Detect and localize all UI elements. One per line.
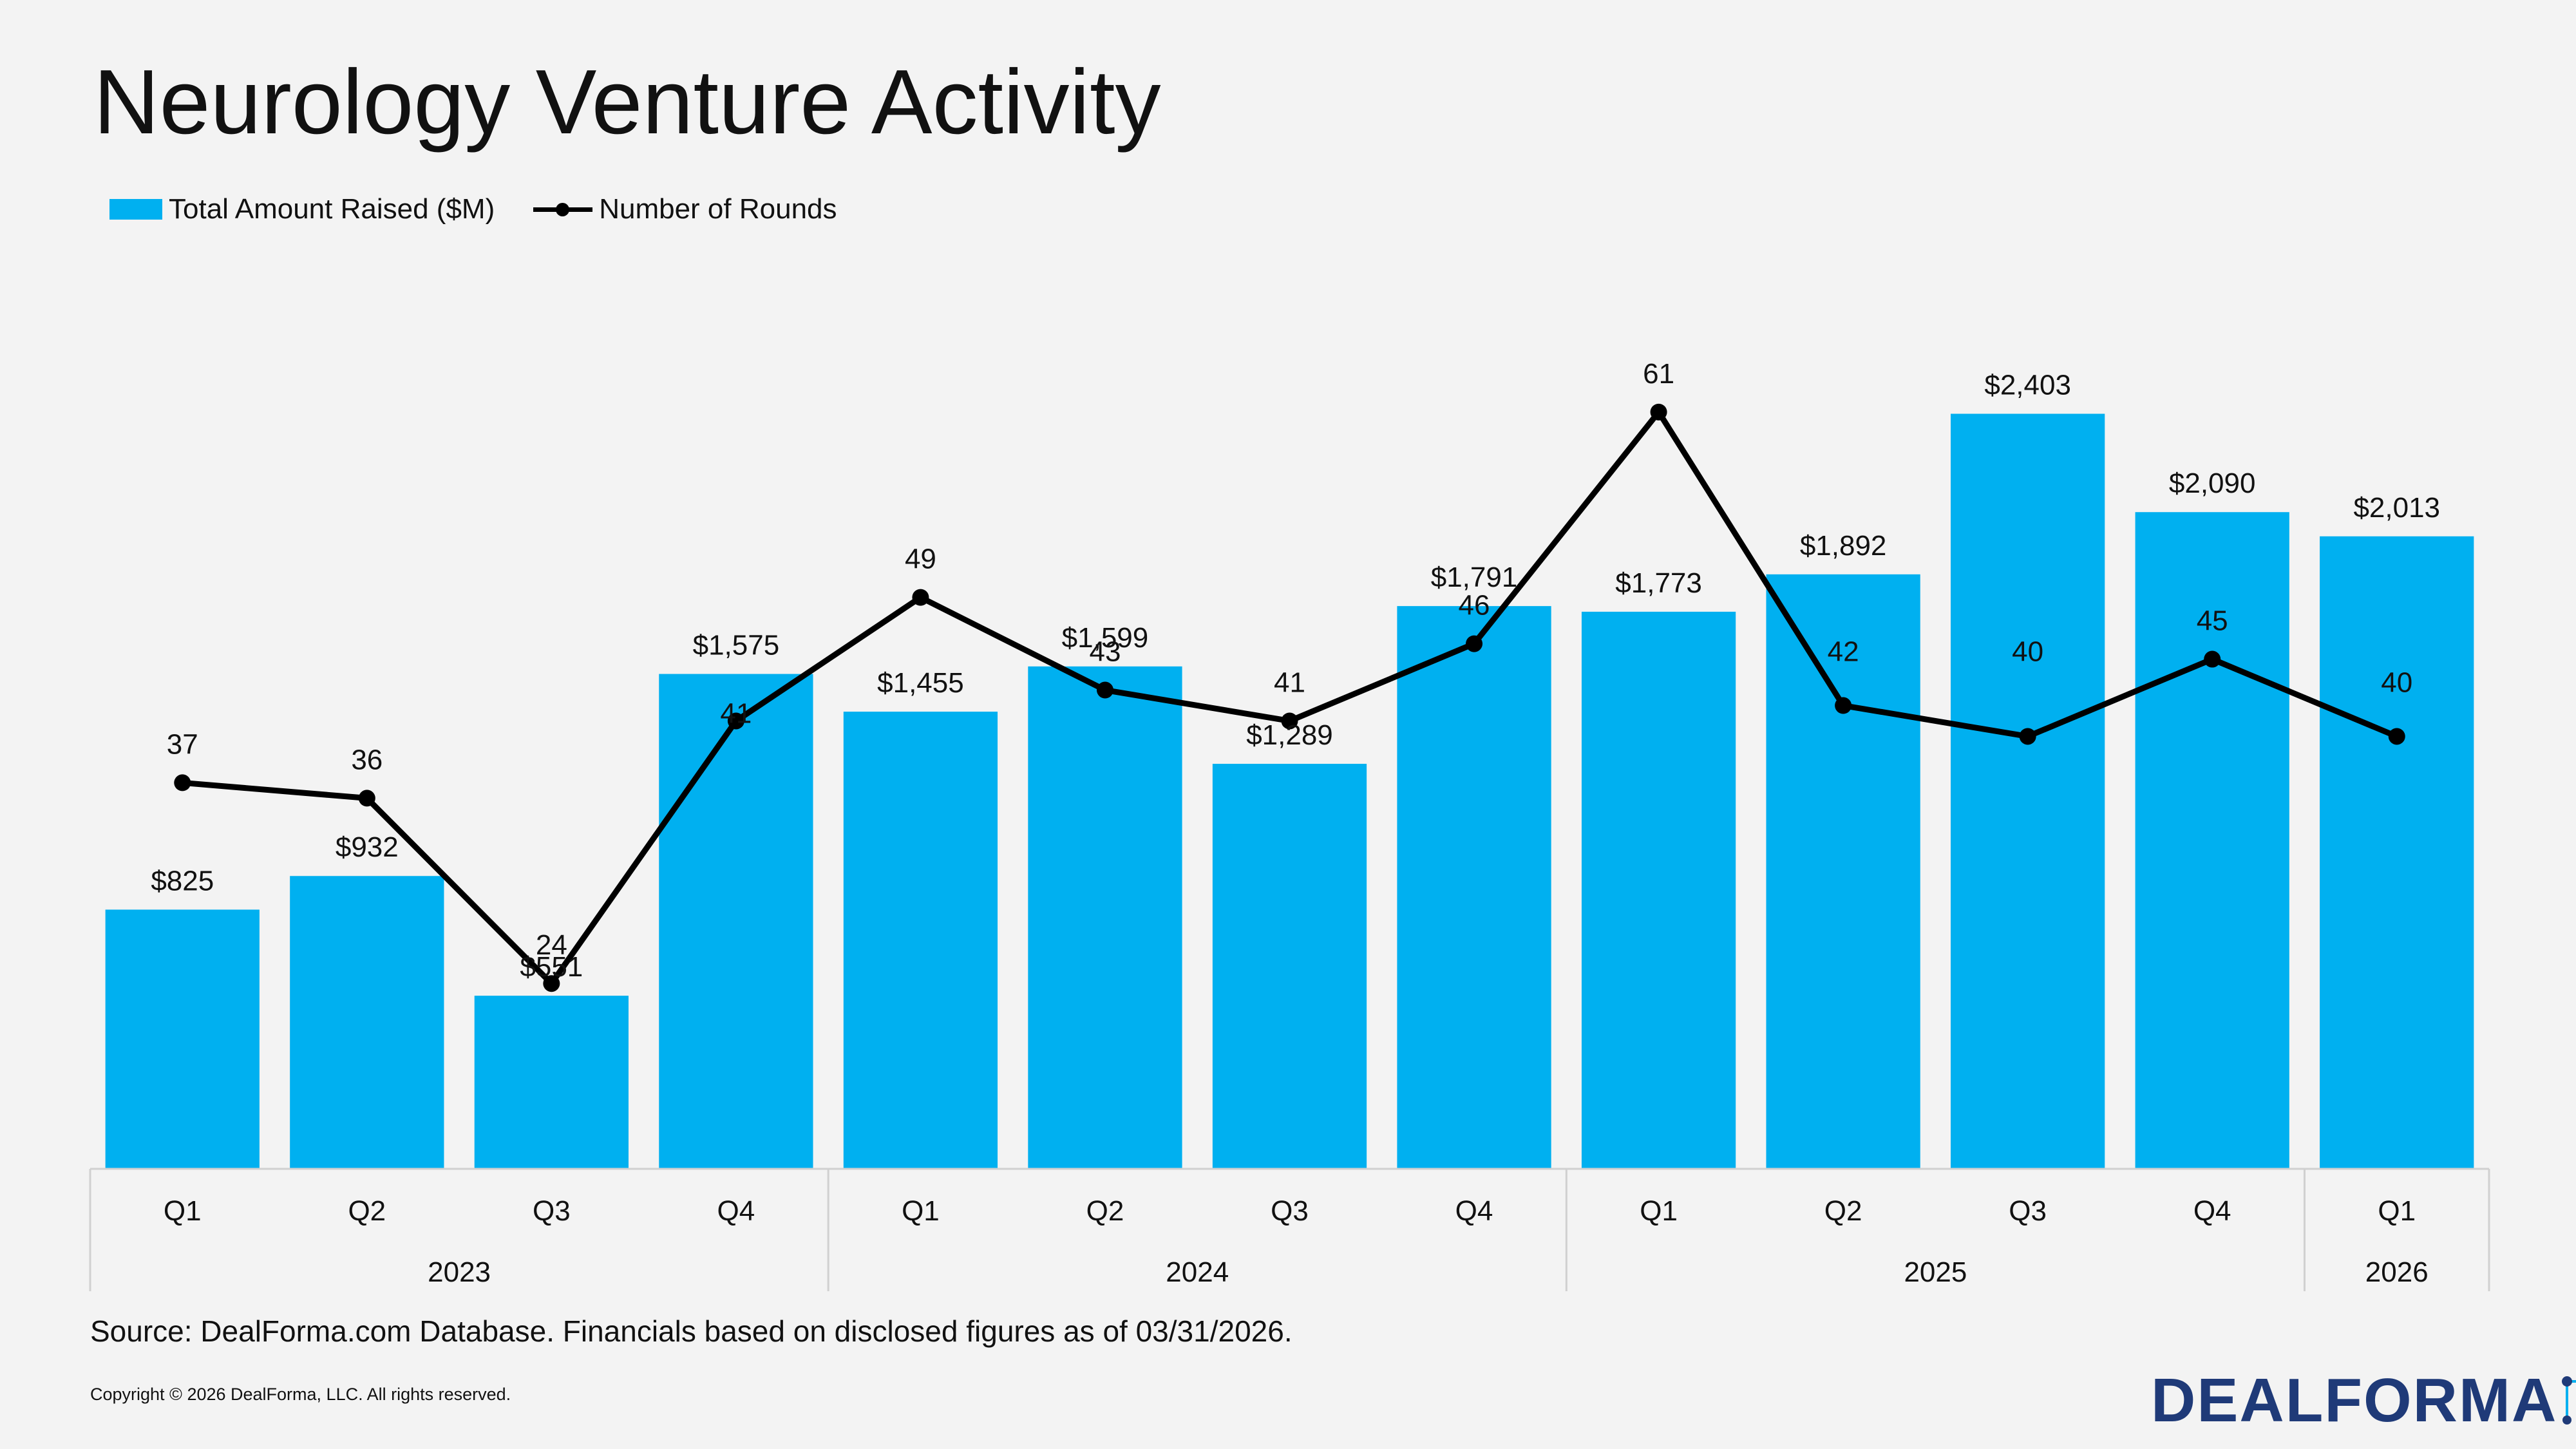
x-tick-label-1: Q2	[348, 1195, 386, 1227]
legend-line-marker	[533, 202, 593, 216]
bar-value-label-0: $825	[151, 865, 214, 896]
bar-value-label-1: $932	[336, 831, 399, 863]
source-note: Source: DealForma.com Database. Financia…	[90, 1314, 1293, 1348]
bar-value-label-4: $1,455	[877, 667, 964, 699]
bar-1	[290, 876, 444, 1169]
rounds-value-label-5: 43	[1089, 636, 1121, 668]
bar-value-label-11: $2,090	[2169, 468, 2256, 499]
dealforma-logo: DEALFORMA	[2151, 1365, 2576, 1436]
rounds-point-11	[2204, 650, 2221, 668]
bar-6	[1212, 764, 1367, 1169]
year-label-2023: 2023	[428, 1256, 491, 1288]
rounds-point-2	[543, 975, 560, 992]
bar-0	[105, 909, 260, 1169]
bar-value-label-9: $1,892	[1800, 530, 1887, 562]
bar-7	[1397, 606, 1551, 1169]
rounds-value-label-11: 45	[2197, 605, 2228, 637]
bar-value-label-7: $1,791	[1431, 562, 1518, 593]
logo-text: DEALFORMA	[2151, 1366, 2558, 1435]
x-tick-label-8: Q1	[1640, 1195, 1678, 1227]
year-label-2024: 2024	[1166, 1256, 1229, 1288]
rounds-value-label-9: 42	[1828, 636, 1859, 668]
bar-value-label-10: $2,403	[1984, 370, 2071, 401]
x-tick-label-2: Q3	[533, 1195, 571, 1227]
bar-value-label-2: $551	[520, 951, 583, 983]
legend-bar-swatch	[109, 199, 162, 220]
legend-line-label: Number of Rounds	[599, 193, 837, 225]
rounds-value-label-7: 46	[1459, 590, 1490, 621]
bar-value-label-12: $2,013	[2353, 492, 2440, 524]
rounds-value-label-6: 41	[1274, 667, 1305, 698]
logo-network-icon	[2562, 1376, 2576, 1425]
rounds-point-7	[1466, 635, 1483, 652]
rounds-value-label-12: 40	[2381, 667, 2412, 698]
x-axis: Q1 Q2 Q3 Q4 Q1 Q2 Q3 Q4 Q1 Q2 Q3 Q4 Q1 2023 2024 2025 20…	[89, 1168, 2490, 1291]
combo-chart: Q1 Q2 Q3 Q4 Q1 Q2 Q3 Q4 Q1 Q2 Q3 Q4 Q1 2023 2024 2025 20…	[89, 358, 2490, 1291]
rounds-point-6	[1281, 712, 1298, 730]
bar-11	[2135, 512, 2289, 1169]
x-tick-label-6: Q3	[1271, 1195, 1309, 1227]
rounds-point-10	[2019, 728, 2036, 745]
rounds-value-label-4: 49	[905, 544, 936, 575]
rounds-value-label-10: 40	[2012, 636, 2043, 668]
bars-layer	[105, 413, 2474, 1169]
rounds-point-8	[1650, 403, 1667, 421]
rounds-point-3	[727, 712, 744, 730]
bar-12	[2320, 536, 2474, 1169]
legend-bars-label: Total Amount Raised ($M)	[169, 193, 495, 225]
line-layer	[174, 403, 2405, 992]
rounds-value-label-3: 41	[720, 697, 752, 729]
x-tick-label-12: Q1	[2378, 1195, 2416, 1227]
rounds-value-label-2: 24	[536, 929, 567, 961]
x-tick-label-10: Q3	[2009, 1195, 2047, 1227]
x-tick-label-9: Q2	[1824, 1195, 1862, 1227]
rounds-value-label-8: 61	[1643, 358, 1674, 390]
bar-4	[843, 712, 998, 1169]
year-label-2025: 2025	[1904, 1256, 1967, 1288]
bar-value-label-8: $1,773	[1615, 567, 1702, 599]
rounds-point-12	[2388, 728, 2405, 745]
x-tick-label-7: Q4	[1455, 1195, 1493, 1227]
bar-10	[1951, 413, 2105, 1169]
chart-legend: Total Amount Raised ($M) Number of Round…	[109, 193, 837, 225]
rounds-point-9	[1835, 697, 1852, 714]
rounds-point-4	[912, 589, 929, 606]
bar-value-label-3: $1,575	[693, 630, 780, 661]
bar-2	[474, 996, 629, 1169]
chart-title: Neurology Venture Activity	[93, 51, 1161, 153]
x-tick-label-0: Q1	[164, 1195, 202, 1227]
x-tick-label-3: Q4	[717, 1195, 755, 1227]
x-tick-label-5: Q2	[1086, 1195, 1124, 1227]
bar-8	[1581, 611, 1736, 1169]
bar-9	[1766, 574, 1920, 1169]
year-label-2026: 2026	[2365, 1256, 2429, 1288]
rounds-value-label-0: 37	[167, 728, 198, 760]
bar-value-label-6: $1,289	[1246, 719, 1333, 751]
copyright-note: Copyright © 2026 DealForma, LLC. All rig…	[90, 1385, 511, 1404]
bar-value-label-5: $1,599	[1062, 622, 1149, 654]
x-tick-label-11: Q4	[2193, 1195, 2231, 1227]
rounds-point-0	[174, 774, 191, 791]
rounds-point-1	[358, 790, 375, 807]
rounds-point-5	[1096, 681, 1113, 699]
x-tick-label-4: Q1	[902, 1195, 940, 1227]
bar-5	[1028, 666, 1182, 1169]
labels-layer: $825 $932 $551 $1,575 $1,455 $1,599 $1,289 $1,7…	[151, 358, 2440, 983]
bar-3	[659, 674, 813, 1169]
rounds-value-label-1: 36	[351, 744, 383, 775]
